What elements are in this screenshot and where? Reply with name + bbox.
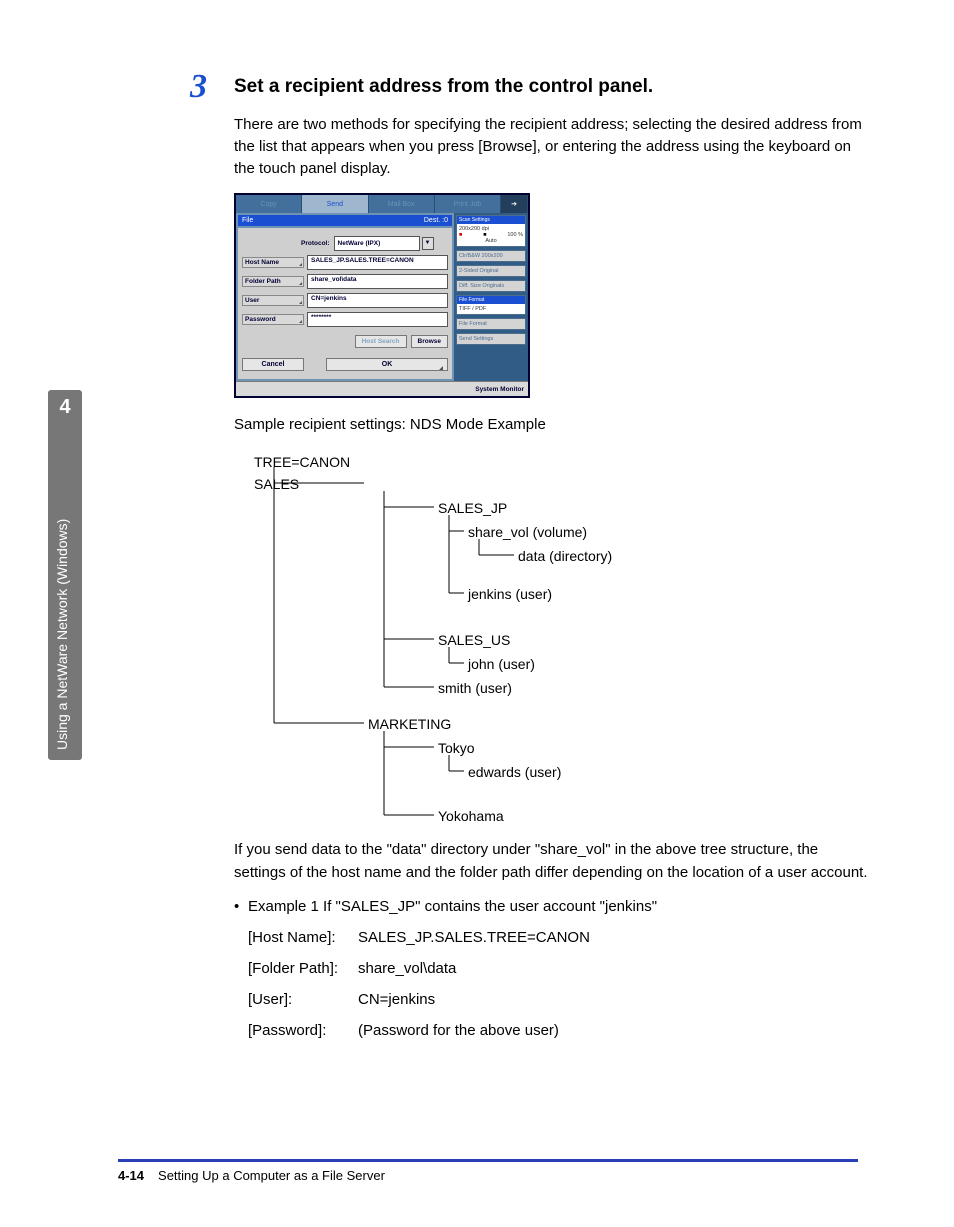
file-label: File xyxy=(242,217,253,224)
example-settings-table: [Host Name]:SALES_JP.SALES.TREE=CANON [F… xyxy=(248,929,870,1039)
page-footer: 4-14 Setting Up a Computer as a File Ser… xyxy=(118,1159,858,1183)
chapter-number: 4 xyxy=(48,396,82,419)
tree-tokyo: Tokyo xyxy=(438,739,475,757)
hostname-field[interactable]: SALES_JP.SALES.TREE=CANON xyxy=(307,255,448,270)
fileformat-header: File Format xyxy=(457,296,525,304)
scan-settings-box[interactable]: Scan Settings 200x200 dpi ■■ 100 % Auto xyxy=(456,215,526,247)
tree-yokohama: Yokohama xyxy=(438,807,504,825)
scan-ratio: 100 % xyxy=(507,232,523,238)
tree-data: data (directory) xyxy=(518,547,612,565)
scan-auto: Auto xyxy=(459,238,523,244)
step-intro: There are two methods for specifying the… xyxy=(234,114,870,179)
tree-smith: smith (user) xyxy=(438,679,512,697)
protocol-label: Protocol: xyxy=(301,240,330,247)
tree-sales: SALES xyxy=(254,475,299,493)
ex-hostname-k: [Host Name]: xyxy=(248,929,358,946)
hostsearch-button[interactable]: Host Search xyxy=(355,335,407,348)
scan-settings-header: Scan Settings xyxy=(457,216,525,224)
tree-jenkins: jenkins (user) xyxy=(468,585,552,603)
folderpath-field[interactable]: share_vol\data xyxy=(307,274,448,289)
nds-tree-diagram: TREE=CANON SALES SALES_JP share_vol (vol… xyxy=(254,453,754,823)
ex-folder-k: [Folder Path]: xyxy=(248,960,358,977)
tree-share-vol: share_vol (volume) xyxy=(468,523,587,541)
tree-sales-jp: SALES_JP xyxy=(438,499,507,517)
after-tree-paragraph: If you send data to the "data" directory… xyxy=(234,839,870,884)
chapter-label: Using a NetWare Network (Windows) xyxy=(54,519,70,750)
tab-send[interactable]: Send xyxy=(302,195,368,213)
hostname-button[interactable]: Host Name xyxy=(242,257,304,268)
tab-printjob[interactable]: Print Job xyxy=(435,195,501,213)
ok-button[interactable]: OK xyxy=(326,358,448,371)
tree-root: TREE=CANON xyxy=(254,453,350,471)
tree-sales-us: SALES_US xyxy=(438,631,510,649)
fileformat-value: TIFF / PDF xyxy=(459,306,523,312)
cancel-button[interactable]: Cancel xyxy=(242,358,304,371)
fileformat-box: File Format TIFF / PDF xyxy=(456,295,526,315)
folderpath-button[interactable]: Folder Path xyxy=(242,276,304,287)
ex-hostname-v: SALES_JP.SALES.TREE=CANON xyxy=(358,929,590,946)
screenshot-caption: Sample recipient settings: NDS Mode Exam… xyxy=(234,416,870,433)
password-button[interactable]: Password xyxy=(242,314,304,325)
protocol-select[interactable]: NetWare (IPX) xyxy=(338,240,381,247)
step-title: Set a recipient address from the control… xyxy=(234,70,653,98)
tab-mailbox[interactable]: Mail Box xyxy=(369,195,435,213)
tree-john: john (user) xyxy=(468,655,535,673)
password-field[interactable]: ******** xyxy=(307,312,448,327)
status-bar[interactable]: System Monitor xyxy=(236,381,528,396)
chapter-tab: 4 Using a NetWare Network (Windows) xyxy=(48,390,82,760)
user-field[interactable]: CN=jenkins xyxy=(307,293,448,308)
browse-button[interactable]: Browse xyxy=(411,335,448,348)
step-number: 3 xyxy=(190,70,234,104)
ex-password-v: (Password for the above user) xyxy=(358,1022,559,1039)
dest-count: Dest. :0 xyxy=(424,217,448,224)
file-title-bar: File Dest. :0 xyxy=(238,215,452,226)
twosided-button[interactable]: 2-Sided Original xyxy=(456,265,526,277)
top-tab-bar: Copy Send Mail Box Print Job ➔ xyxy=(236,195,528,213)
control-panel-screenshot: Copy Send Mail Box Print Job ➔ File Dest… xyxy=(234,193,530,398)
ex-user-k: [User]: xyxy=(248,991,358,1008)
ex-password-k: [Password]: xyxy=(248,1022,358,1039)
tab-copy[interactable]: Copy xyxy=(236,195,302,213)
ex-folder-v: share_vol\data xyxy=(358,960,456,977)
protocol-dropdown-icon[interactable]: ▼ xyxy=(422,237,434,250)
page-number: 4-14 xyxy=(118,1168,144,1183)
tab-arrow[interactable]: ➔ xyxy=(501,195,528,213)
clr-bw-button[interactable]: Clr/B&W 200x200 xyxy=(456,250,526,262)
sendsettings-button[interactable]: Send Settings xyxy=(456,333,526,345)
bullet-icon: • xyxy=(234,898,248,915)
example-line: Example 1 If "SALES_JP" contains the use… xyxy=(248,898,657,915)
footer-title: Setting Up a Computer as a File Server xyxy=(158,1168,385,1183)
fileformat-button[interactable]: File Format xyxy=(456,318,526,330)
tree-marketing: MARKETING xyxy=(368,715,451,733)
scan-settings-panel: Scan Settings 200x200 dpi ■■ 100 % Auto … xyxy=(454,213,528,381)
diffsize-button[interactable]: Diff. Size Originals xyxy=(456,280,526,292)
user-button[interactable]: User xyxy=(242,295,304,306)
ex-user-v: CN=jenkins xyxy=(358,991,435,1008)
tree-edwards: edwards (user) xyxy=(468,763,561,781)
recipient-form: Protocol: NetWare (IPX) ▼ Host Name SALE… xyxy=(238,228,452,379)
